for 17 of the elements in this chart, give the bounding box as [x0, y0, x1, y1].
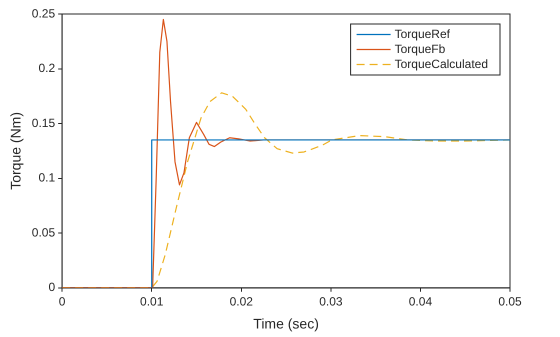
- y-tick-label: 0.15: [32, 116, 56, 130]
- y-tick-label: 0.05: [32, 225, 56, 240]
- x-tick-label: 0.03: [319, 294, 343, 308]
- y-tick-label: 0.2: [38, 61, 56, 76]
- legend-label: TorqueCalculated: [394, 56, 488, 71]
- x-tick-label: 0.05: [498, 294, 522, 308]
- legend-label: TorqueFb: [394, 42, 446, 56]
- x-tick-label: 0: [58, 294, 66, 308]
- x-tick-label: 0.02: [230, 294, 254, 308]
- y-tick-label: 0: [48, 280, 56, 294]
- y-tick-label: 0.25: [32, 6, 56, 20]
- x-axis-title: Time (sec): [253, 315, 319, 332]
- y-axis-title: Torque (Nm): [7, 112, 24, 190]
- y-tick-label: 0.1: [38, 170, 56, 185]
- x-tick-label: 0.01: [140, 294, 164, 308]
- legend-label: TorqueRef: [394, 26, 451, 41]
- x-tick-label: 0.04: [408, 294, 432, 308]
